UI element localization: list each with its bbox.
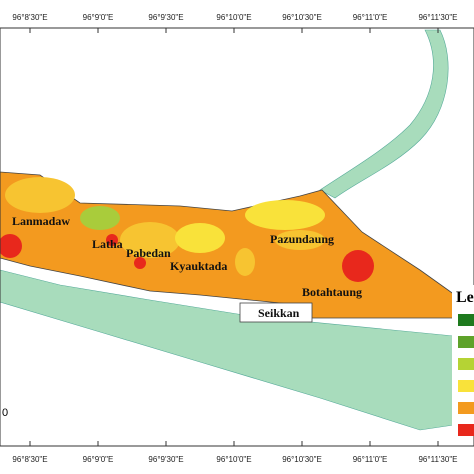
grid-label: 96°9'30"E — [148, 13, 183, 22]
grid-label: 96°8'30"E — [12, 455, 47, 464]
map-border — [0, 27, 474, 447]
zone-red — [106, 234, 118, 246]
zone-yellow — [245, 200, 325, 230]
zone-green — [80, 206, 120, 230]
legend-swatch — [458, 358, 474, 370]
grid-label: 96°11'0"E — [353, 455, 388, 464]
place-label: Pabedan — [126, 246, 171, 260]
grid-label: 96°10'30"E — [282, 455, 322, 464]
grid-label: 96°9'0"E — [83, 13, 114, 22]
grid-label: 96°10'30"E — [282, 13, 322, 22]
place-label: Pazundaung — [270, 232, 334, 246]
scale-label: 0 — [2, 407, 8, 419]
grid-label: 96°9'30"E — [148, 455, 183, 464]
zone-yellow — [235, 248, 255, 276]
zones — [0, 177, 374, 282]
zone-yellow — [175, 223, 225, 253]
zone-yellow — [120, 222, 180, 258]
legend-swatch — [458, 402, 474, 414]
zone-yellow — [275, 230, 325, 250]
grid-label: 96°8'30"E — [12, 13, 47, 22]
grid-label: 96°11'30"E — [418, 455, 457, 464]
grid-label: 96°11'30"E — [418, 13, 457, 22]
grid-label: 96°9'0"E — [83, 455, 114, 464]
legend-swatch — [458, 424, 474, 436]
zone-yellow — [5, 177, 75, 213]
south-bank — [0, 269, 474, 431]
zone-red — [134, 257, 146, 269]
grid-label: 96°10'0"E — [216, 455, 251, 464]
place-label: Kyauktada — [170, 259, 227, 273]
grid-label: 96°10'0"E — [216, 13, 251, 22]
grid-label: 96°11'0"E — [353, 13, 388, 22]
legend-title: Le — [456, 289, 474, 306]
place-label: Seikkan — [258, 306, 300, 320]
zone-red — [0, 234, 22, 258]
place-label: Lanmadaw — [12, 214, 70, 228]
legend-swatch — [458, 336, 474, 348]
legend: Le — [452, 285, 474, 436]
zone-red — [342, 250, 374, 282]
place-label: Botahtaung — [302, 285, 362, 299]
seikkan-box — [239, 302, 313, 323]
legend-swatch — [458, 380, 474, 392]
place-label: Latha — [92, 237, 123, 251]
river — [319, 29, 449, 199]
legend-swatch — [458, 314, 474, 326]
